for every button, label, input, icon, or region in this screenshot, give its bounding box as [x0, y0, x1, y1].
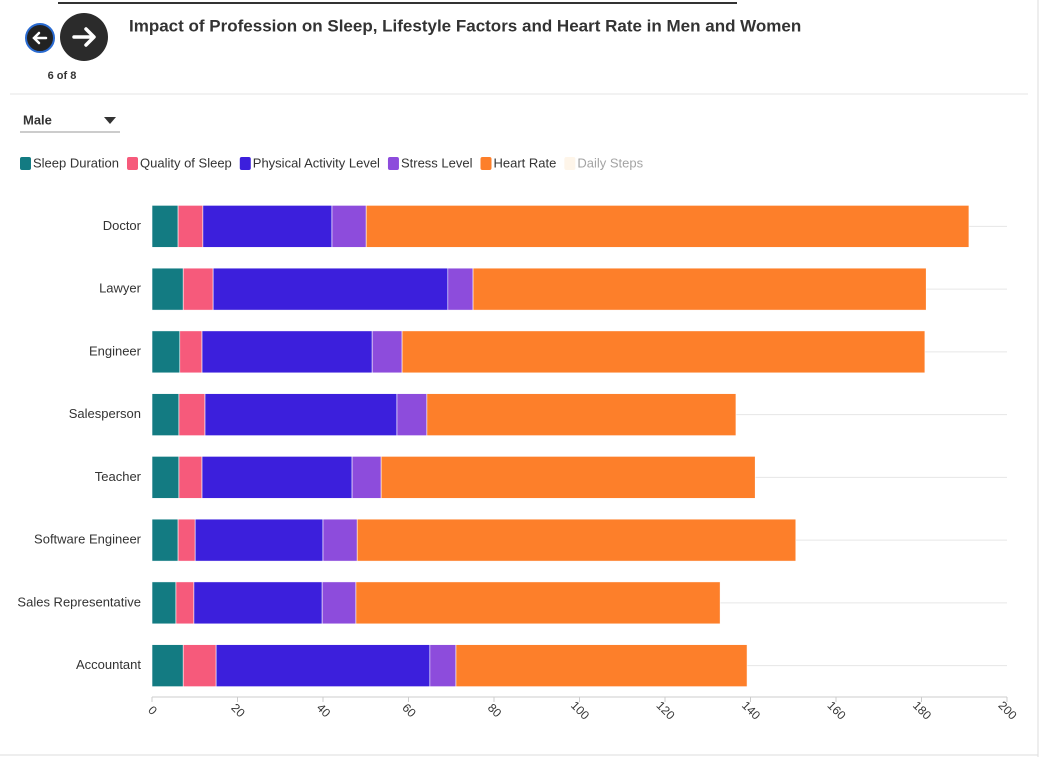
bar-segment — [177, 205, 204, 248]
bar-segment — [365, 205, 970, 248]
bar-segment — [151, 330, 181, 374]
bar-segment — [331, 205, 367, 248]
x-tick-label: 120 — [654, 698, 678, 722]
legend-swatch — [480, 157, 492, 170]
legend-label: Heart Rate — [494, 155, 557, 170]
bar-segment — [151, 644, 184, 687]
legend-item[interactable]: Stress Level — [387, 155, 473, 170]
legend-label: Physical Activity Level — [253, 155, 380, 170]
bar-segment — [426, 393, 737, 436]
legend-item[interactable]: Quality of Sleep — [127, 155, 232, 170]
bar-segment — [182, 644, 217, 687]
bar-segment — [212, 267, 449, 311]
x-tick-label: 140 — [739, 698, 763, 722]
bar-segment — [472, 267, 927, 311]
bar-segment — [201, 456, 353, 499]
bar-segment — [193, 581, 323, 625]
legend: Sleep Duration Quality of Sleep Physical A… — [20, 155, 644, 170]
bar-segment — [201, 330, 373, 374]
legend-item[interactable]: Daily Steps — [564, 155, 644, 170]
x-tick-label: 60 — [399, 701, 419, 721]
bar-segment — [151, 456, 180, 499]
x-tick-label: 0 — [145, 703, 160, 718]
bar-segment — [151, 393, 180, 436]
bar-segment — [396, 393, 428, 436]
bar-segment — [202, 205, 333, 248]
x-tick-label: 160 — [825, 698, 849, 722]
plot: Doctor Lawyer Engineer Salesperson Teacher So… — [17, 205, 1020, 723]
legend-item[interactable]: Physical Activity Level — [239, 155, 380, 170]
legend-item[interactable]: Heart Rate — [480, 155, 557, 170]
bar-segment — [151, 581, 177, 625]
bar-segment — [351, 456, 382, 499]
x-tick-label: 180 — [910, 698, 934, 722]
bar-segment — [178, 393, 206, 436]
bar-segment — [356, 518, 797, 562]
y-tick-label: Doctor — [103, 218, 142, 233]
bar-segment — [401, 330, 926, 374]
bar-segment — [380, 456, 756, 499]
next-button[interactable] — [60, 13, 108, 61]
bar-segment — [151, 205, 179, 248]
y-tick-label: Software Engineer — [34, 532, 142, 547]
legend-label: Stress Level — [401, 155, 473, 170]
bar-segment — [447, 267, 474, 311]
legend-swatch — [20, 157, 31, 170]
bar-segment — [175, 581, 195, 625]
bar-segment — [177, 518, 196, 562]
x-tick-label: 200 — [996, 698, 1020, 722]
legend-swatch — [564, 157, 576, 170]
back-button[interactable] — [25, 23, 55, 53]
bar-segment — [322, 518, 358, 562]
y-tick-label: Salesperson — [69, 406, 141, 421]
legend-label: Quality of Sleep — [140, 155, 232, 170]
legend-label: Sleep Duration — [33, 155, 119, 170]
page-indicator: 6 of 8 — [48, 70, 77, 82]
legend-swatch — [239, 157, 251, 170]
bar-segment — [178, 456, 203, 499]
legend-item[interactable]: Sleep Duration — [20, 155, 119, 170]
bar-segment — [182, 267, 214, 311]
bar-segment — [371, 330, 403, 374]
y-tick-label: Engineer — [89, 343, 142, 358]
x-tick-label: 40 — [314, 701, 334, 721]
x-tick-label: 100 — [568, 698, 592, 722]
bar-segment — [215, 644, 431, 687]
legend-swatch — [127, 157, 138, 170]
bar-segment — [455, 644, 748, 687]
bar-segment — [194, 518, 324, 562]
y-tick-label: Sales Representative — [17, 594, 141, 609]
y-tick-label: Accountant — [76, 657, 141, 672]
legend-label: Daily Steps — [577, 155, 643, 170]
bar-segment — [151, 518, 179, 562]
dropdown-value: Male — [23, 112, 52, 127]
dropdown[interactable]: Male — [20, 112, 120, 133]
y-tick-label: Teacher — [95, 469, 142, 484]
x-tick-label: 20 — [228, 701, 248, 721]
bar-segment — [321, 581, 357, 625]
x-tick-label: 80 — [485, 701, 505, 721]
bar-segment — [179, 330, 203, 374]
y-tick-label: Lawyer — [99, 281, 142, 296]
bar-segment — [204, 393, 398, 436]
chart-title: Impact of Profession on Sleep, Lifestyle… — [129, 16, 801, 35]
bar-segment — [151, 267, 184, 311]
legend-swatch — [387, 157, 399, 170]
bar-segment — [355, 581, 721, 625]
bar-segment — [429, 644, 457, 687]
